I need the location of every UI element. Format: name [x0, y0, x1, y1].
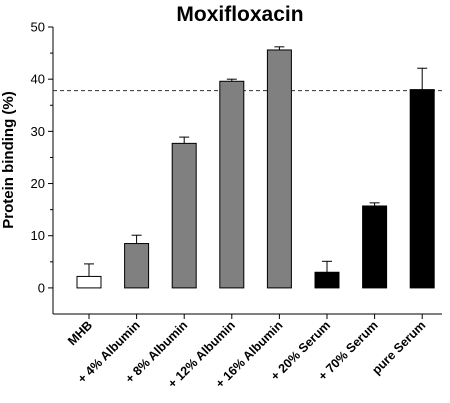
- bar-3: [219, 80, 245, 289]
- bar-4: [266, 49, 292, 289]
- bar-2: [171, 142, 197, 289]
- y-axis-label: Protein binding (%): [0, 91, 17, 228]
- bar-0: [76, 275, 102, 289]
- bar-5: [314, 271, 340, 289]
- bar-1: [124, 243, 150, 289]
- bar-6: [362, 205, 388, 289]
- y-tick-label-2: 20: [31, 176, 45, 191]
- y-tick-label-0: 0: [38, 280, 45, 295]
- x-tick-label-0: MHB: [65, 318, 95, 348]
- chart-title: Moxifloxacin: [176, 3, 303, 26]
- y-tick-label-5: 50: [31, 20, 45, 35]
- bar-7: [409, 89, 435, 289]
- y-tick-label-3: 30: [31, 124, 45, 139]
- y-tick-label-1: 10: [31, 228, 45, 243]
- y-tick-label-4: 40: [31, 72, 45, 87]
